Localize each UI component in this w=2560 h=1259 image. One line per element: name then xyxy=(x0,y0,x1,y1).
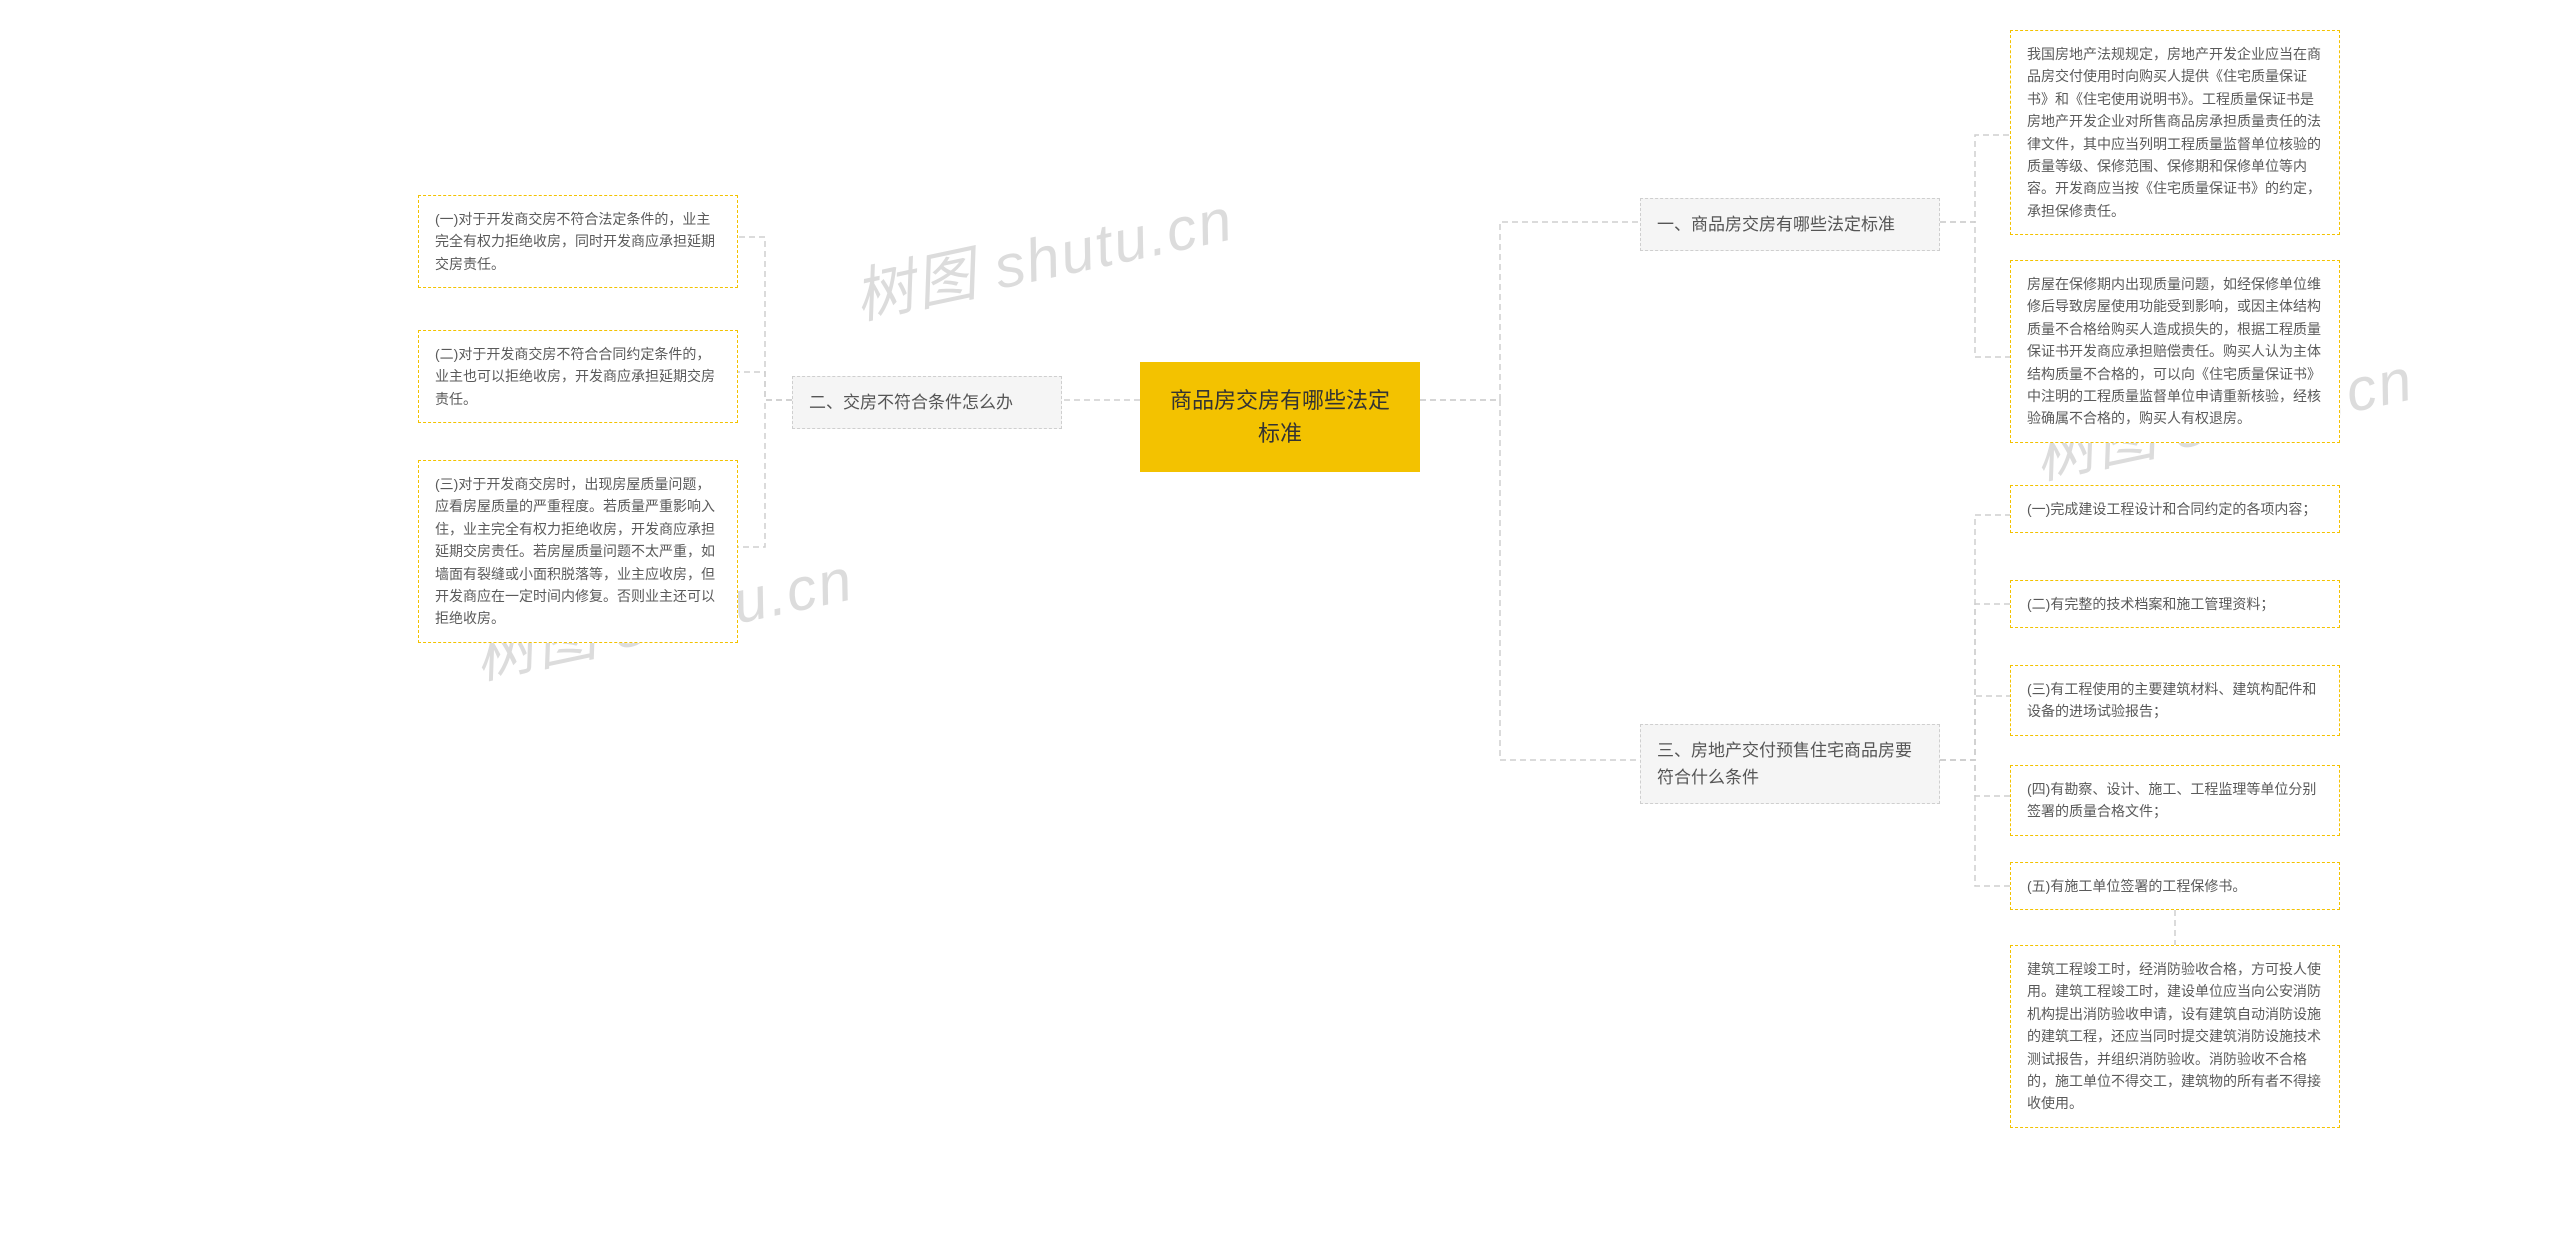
branch-label: 二、交房不符合条件怎么办 xyxy=(809,393,1013,412)
leaf-text: 建筑工程竣工时，经消防验收合格，方可投人使用。建筑工程竣工时，建设单位应当向公安… xyxy=(2027,961,2321,1111)
leaf-text: (三)有工程使用的主要建筑材料、建筑构配件和设备的进场试验报告； xyxy=(2027,681,2316,719)
mindmap-root: 商品房交房有哪些法定标准 xyxy=(1140,362,1420,472)
leaf-text: (二)有完整的技术档案和施工管理资料； xyxy=(2027,596,2274,612)
watermark: 树图 shutu.cn xyxy=(845,171,1240,336)
branch-section-3: 三、房地产交付预售住宅商品房要符合什么条件 xyxy=(1640,724,1940,804)
branch-label: 三、房地产交付预售住宅商品房要符合什么条件 xyxy=(1657,741,1912,787)
leaf-text: (二)对于开发商交房不符合合同约定条件的，业主也可以拒绝收房，开发商应承担延期交… xyxy=(435,346,715,407)
branch-section-2: 二、交房不符合条件怎么办 xyxy=(792,376,1062,429)
leaf-b1c1: 我国房地产法规规定，房地产开发企业应当在商品房交付使用时向购买人提供《住宅质量保… xyxy=(2010,30,2340,235)
leaf-text: 我国房地产法规规定，房地产开发企业应当在商品房交付使用时向购买人提供《住宅质量保… xyxy=(2027,46,2321,219)
leaf-text: (一)对于开发商交房不符合法定条件的，业主完全有权力拒绝收房，同时开发商应承担延… xyxy=(435,211,715,272)
branch-section-1: 一、商品房交房有哪些法定标准 xyxy=(1640,198,1940,251)
leaf-b3c1: (一)完成建设工程设计和合同约定的各项内容； xyxy=(2010,485,2340,533)
root-label: 商品房交房有哪些法定标准 xyxy=(1170,388,1390,446)
leaf-b3c4: (四)有勘察、设计、施工、工程监理等单位分别签署的质量合格文件； xyxy=(2010,765,2340,836)
leaf-b2c2: (二)对于开发商交房不符合合同约定条件的，业主也可以拒绝收房，开发商应承担延期交… xyxy=(418,330,738,423)
leaf-text: (五)有施工单位签署的工程保修书。 xyxy=(2027,878,2246,894)
leaf-b3c5a: 建筑工程竣工时，经消防验收合格，方可投人使用。建筑工程竣工时，建设单位应当向公安… xyxy=(2010,945,2340,1128)
leaf-text: (三)对于开发商交房时，出现房屋质量问题，应看房屋质量的严重程度。若质量严重影响… xyxy=(435,476,715,626)
leaf-b3c3: (三)有工程使用的主要建筑材料、建筑构配件和设备的进场试验报告； xyxy=(2010,665,2340,736)
leaf-b1c2: 房屋在保修期内出现质量问题，如经保修单位维修后导致房屋使用功能受到影响，或因主体… xyxy=(2010,260,2340,443)
branch-label: 一、商品房交房有哪些法定标准 xyxy=(1657,215,1895,234)
leaf-b3c2: (二)有完整的技术档案和施工管理资料； xyxy=(2010,580,2340,628)
leaf-text: 房屋在保修期内出现质量问题，如经保修单位维修后导致房屋使用功能受到影响，或因主体… xyxy=(2027,276,2321,426)
leaf-text: (四)有勘察、设计、施工、工程监理等单位分别签署的质量合格文件； xyxy=(2027,781,2316,819)
leaf-b3c5: (五)有施工单位签署的工程保修书。 xyxy=(2010,862,2340,910)
leaf-b2c3: (三)对于开发商交房时，出现房屋质量问题，应看房屋质量的严重程度。若质量严重影响… xyxy=(418,460,738,643)
leaf-text: (一)完成建设工程设计和合同约定的各项内容； xyxy=(2027,501,2316,517)
leaf-b2c1: (一)对于开发商交房不符合法定条件的，业主完全有权力拒绝收房，同时开发商应承担延… xyxy=(418,195,738,288)
